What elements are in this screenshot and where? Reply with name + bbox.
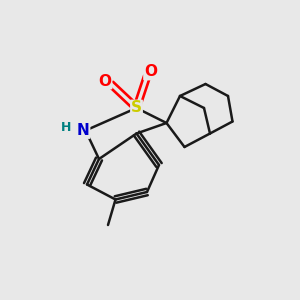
Text: O: O (98, 74, 112, 88)
Text: N: N (77, 123, 89, 138)
Text: H: H (61, 121, 71, 134)
Text: S: S (131, 100, 142, 116)
Text: O: O (144, 64, 157, 80)
